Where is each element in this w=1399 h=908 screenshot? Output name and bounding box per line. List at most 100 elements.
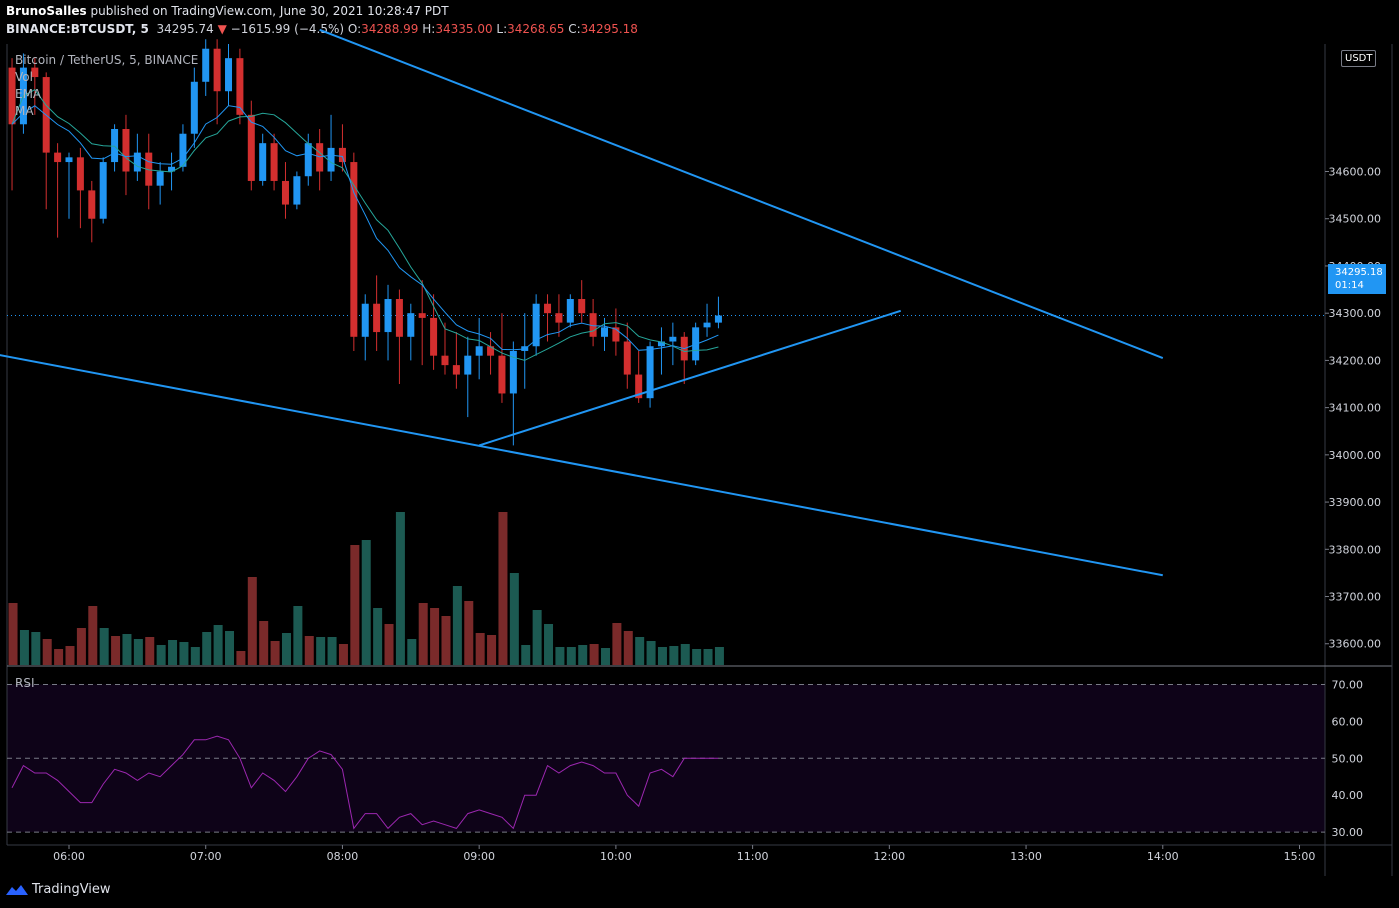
candles (8, 39, 722, 446)
volume-bar (168, 640, 178, 665)
candle-body (145, 152, 153, 186)
candle-body (179, 133, 187, 167)
candle-body (657, 341, 665, 347)
price-tick-label: 34100.00 (1329, 402, 1382, 415)
volume-bar (544, 624, 554, 665)
volume-bar (293, 606, 303, 665)
volume-bar (692, 649, 702, 665)
volume-bar (635, 637, 645, 665)
price-tick-label: 34300.00 (1329, 307, 1382, 320)
legend-rsi[interactable]: RSI (15, 676, 35, 690)
volume-bar (202, 632, 212, 665)
candle-body (281, 180, 289, 205)
volume-bar (350, 545, 360, 665)
candle-body (168, 166, 176, 172)
candle-body (589, 313, 597, 337)
candle-body (259, 143, 267, 181)
candle-body (498, 355, 506, 394)
price-tick-label: 33800.00 (1329, 543, 1382, 556)
candle-body (76, 157, 84, 191)
price-tick-label: 34200.00 (1329, 354, 1382, 367)
candle-body (532, 303, 540, 347)
volume-bar (213, 625, 223, 665)
candle-body (99, 162, 107, 219)
volume-bar (452, 586, 462, 665)
candle-body (213, 48, 221, 92)
volume-bar (190, 647, 200, 665)
legend-ema[interactable]: EMA (15, 87, 42, 101)
volume-bar (373, 608, 383, 665)
candle-body (338, 147, 346, 163)
volume-bar (236, 651, 246, 665)
rsi-tick-label: 30.00 (1332, 826, 1364, 839)
low-label: L: (496, 22, 508, 36)
low-value: 34268.65 (507, 22, 565, 36)
volume-bar (555, 647, 565, 665)
candle-body (31, 67, 39, 78)
volume-bar (76, 628, 86, 665)
time-tick-label: 14:00 (1147, 850, 1179, 863)
volume-bar (31, 632, 41, 665)
candle-body (544, 303, 552, 314)
candle-body (190, 81, 198, 134)
price-tick-label: 33600.00 (1329, 638, 1382, 651)
candle-body (111, 129, 119, 163)
candle-body (452, 365, 460, 375)
candle-body (623, 341, 631, 375)
legend-vol[interactable]: Vol (15, 70, 33, 84)
trendline-3 (478, 309, 902, 447)
open-value: 34288.99 (361, 22, 419, 36)
open-label: O: (347, 22, 362, 36)
candle-body (236, 58, 244, 115)
time-tick-label: 15:00 (1284, 850, 1316, 863)
volume-bars (8, 512, 724, 665)
price-tick-label: 34000.00 (1329, 449, 1382, 462)
rsi-line (11, 735, 719, 830)
volume-bar (703, 649, 713, 665)
rsi-tick-label: 70.00 (1332, 678, 1364, 691)
candle-body (384, 299, 392, 333)
legend-ma[interactable]: MA (15, 104, 34, 118)
candle-body (327, 147, 335, 172)
time-tick-label: 09:00 (463, 850, 495, 863)
brand-name: TradingView (32, 882, 111, 897)
volume-bar (646, 641, 656, 665)
volume-bar (145, 637, 155, 665)
candle-body (509, 350, 517, 394)
rsi-tick-label: 60.00 (1332, 715, 1364, 728)
high-label: H: (422, 22, 436, 36)
currency-badge[interactable]: USDT (1341, 50, 1377, 67)
volume-bar (88, 606, 98, 665)
time-tick-label: 12:00 (873, 850, 905, 863)
time-tick-label: 07:00 (190, 850, 222, 863)
candle-body (714, 315, 722, 323)
candle-body (578, 299, 586, 314)
publish-text: published on TradingView.com, June 30, 2… (90, 4, 449, 18)
symbol: BINANCE:BTCUSDT, 5 (6, 22, 149, 36)
volume-bar (475, 633, 485, 665)
candle-body (225, 58, 233, 92)
tradingview-icon (6, 884, 28, 895)
candle-body (293, 176, 301, 205)
volume-bar (578, 645, 588, 665)
price-chart[interactable]: 33600.00 33700.00 33800.00 33900.00 34000.00… (0, 0, 1399, 876)
candle-body (361, 303, 369, 337)
close-label: C: (568, 22, 581, 36)
price-tag-value: 34295.18 (1335, 267, 1383, 278)
candle-body (65, 157, 73, 163)
candle-body (395, 299, 403, 337)
volume-bar (441, 616, 451, 665)
candle-body (202, 48, 210, 82)
chart-title: Bitcoin / TetherUS, 5, BINANCE (15, 53, 199, 67)
volume-bar (156, 645, 166, 665)
volume-bar (395, 512, 405, 665)
volume-bar (133, 639, 143, 665)
volume-bar (430, 608, 440, 665)
candle-body (487, 346, 495, 356)
tradingview-logo[interactable]: TradingView (6, 882, 111, 897)
volume-bar (487, 635, 497, 665)
candle-body (407, 313, 415, 337)
volume-bar (338, 644, 348, 665)
price-tag-countdown: 01:14 (1335, 280, 1364, 291)
last-price: 34295.74 (156, 22, 214, 36)
